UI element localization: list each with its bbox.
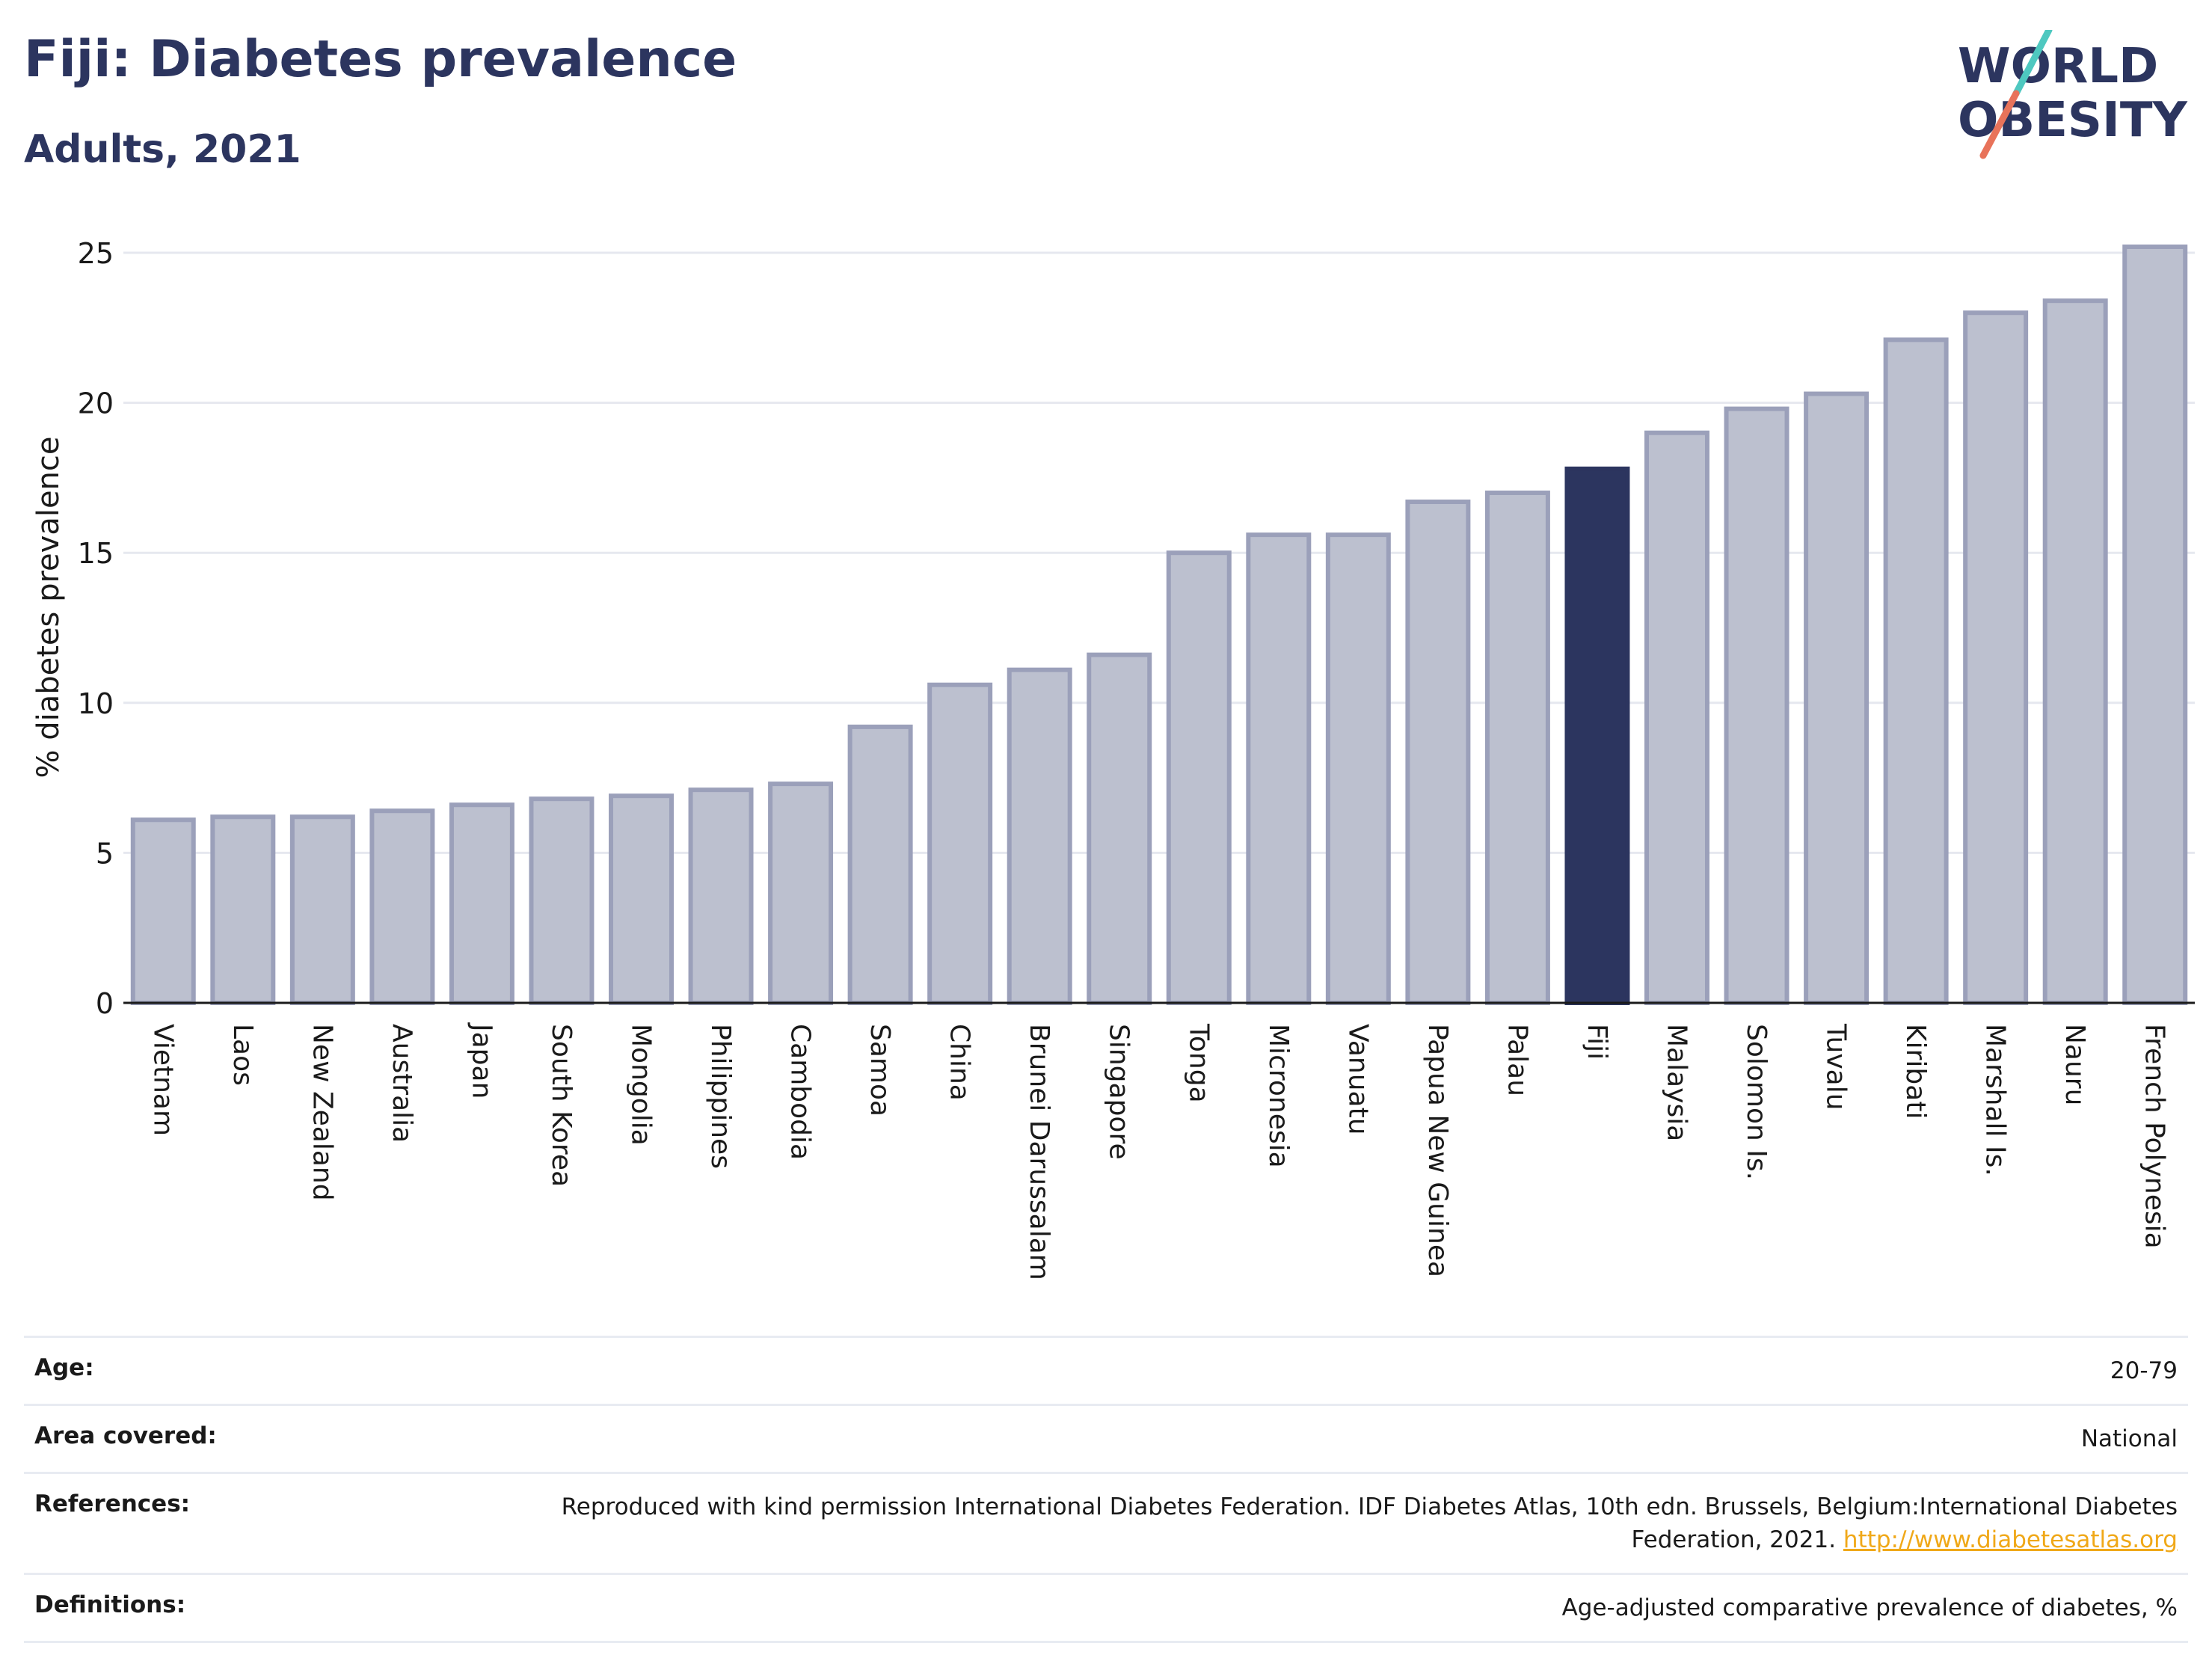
meta-key: Age: (24, 1336, 419, 1405)
bar-south-korea (529, 796, 595, 1005)
chart-title: Fiji: Diabetes prevalence (24, 30, 737, 89)
logo-line-2: OBESITY (1958, 93, 2187, 148)
x-tick-label: French Polynesia (2139, 1024, 2170, 1249)
x-tick-label: Malaysia (1662, 1024, 1692, 1141)
bar-cambodia (768, 782, 834, 1006)
x-tick-label: Mongolia (626, 1024, 657, 1146)
meta-key: References: (24, 1472, 419, 1574)
bar-fiji (1564, 466, 1630, 1005)
bar-palau (1484, 490, 1550, 1005)
meta-value: 20-79 (419, 1336, 2188, 1405)
meta-row-references: References: Reproduced with kind permiss… (24, 1472, 2188, 1574)
bar-vietnam (130, 817, 196, 1005)
x-tick-label: Samoa (864, 1024, 895, 1117)
x-tick-label: Papua New Guinea (1422, 1024, 1453, 1277)
x-tick-label: Marshall Is. (1980, 1024, 2011, 1176)
bar-chart: 0 5 10 15 20 25 Vietnam Laos New Zealand Australi… (31, 237, 2195, 1280)
bar-laos (210, 814, 276, 1005)
y-tick-label: 15 (78, 537, 114, 570)
world-obesity-logo: WORLD OBESITY (1958, 30, 2187, 159)
bar-japan (449, 802, 514, 1005)
meta-key: Area covered: (24, 1404, 419, 1473)
bars (130, 244, 2188, 1006)
x-tick-label: China (944, 1024, 975, 1101)
logo-line-1: WORLD (1958, 39, 2158, 94)
x-tick-label: Fiji (1582, 1024, 1612, 1060)
bar-nauru (2042, 298, 2108, 1005)
y-tick-label: 5 (96, 837, 114, 870)
x-tick-label: Japan (466, 1022, 497, 1099)
x-tick-label: New Zealand (307, 1024, 337, 1201)
bar-marshall-is- (1963, 310, 2029, 1005)
meta-row-definitions: Definitions: Age-adjusted comparative pr… (24, 1573, 2188, 1643)
x-tick-label: Vietnam (147, 1024, 178, 1136)
bar-new-zealand (289, 814, 355, 1005)
bar-singapore (1087, 652, 1152, 1005)
y-axis-label: % diabetes prevalence (31, 436, 66, 778)
meta-value: Age-adjusted comparative prevalence of d… (419, 1573, 2188, 1643)
x-tick-label: Micronesia (1263, 1024, 1294, 1168)
x-tick-label: Cambodia (785, 1024, 816, 1160)
x-tick-label: Kiribati (1900, 1024, 1931, 1119)
x-tick-label: South Korea (546, 1024, 577, 1187)
meta-key: Definitions: (24, 1573, 419, 1643)
y-tick-label: 25 (78, 237, 114, 270)
logo-slash-coral (1979, 90, 2020, 159)
meta-row-area: Area covered: National (24, 1404, 2188, 1473)
x-tick-label: Laos (227, 1024, 258, 1086)
chart-subtitle: Adults, 2021 (24, 127, 301, 172)
bar-solomon-is- (1724, 406, 1789, 1005)
axes: 0 5 10 15 20 25 Vietnam Laos New Zealand Australi… (78, 237, 2195, 1280)
logo-slash-teal (2012, 30, 2053, 97)
y-tick-label: 20 (78, 387, 114, 420)
bar-kiribati (1883, 337, 1949, 1005)
reference-link[interactable]: http://www.diabetesatlas.org (1843, 1526, 2178, 1553)
metadata-table: Age: 20-79 Area covered: National Refere… (24, 1336, 2188, 1643)
y-tick-label: 0 (96, 987, 114, 1020)
x-tick-label: Vanuatu (1342, 1024, 1373, 1135)
bar-micronesia (1246, 532, 1312, 1005)
bar-samoa (847, 724, 913, 1005)
x-tick-label: Philippines (705, 1024, 736, 1169)
bar-brunei-darussalam (1007, 667, 1072, 1006)
reference-text: Reproduced with kind permission Internat… (561, 1493, 2178, 1553)
x-tick-label: Brunei Darussalam (1024, 1024, 1054, 1280)
bar-tuvalu (1804, 391, 1870, 1005)
bar-philippines (688, 787, 754, 1005)
x-tick-label: Australia (387, 1024, 417, 1143)
bar-french-polynesia (2122, 244, 2188, 1005)
x-tick-label: Nauru (2059, 1024, 2090, 1105)
bar-china (927, 682, 993, 1006)
x-tick-label: Solomon Is. (1741, 1024, 1772, 1180)
bar-australia (369, 808, 435, 1006)
bar-vanuatu (1325, 532, 1391, 1005)
bar-papua-new-guinea (1405, 499, 1471, 1005)
y-tick-label: 10 (78, 687, 114, 720)
x-tick-label: Singapore (1104, 1024, 1134, 1160)
x-tick-label: Palau (1502, 1024, 1532, 1096)
meta-value: National (419, 1404, 2188, 1473)
meta-row-age: Age: 20-79 (24, 1336, 2188, 1405)
bar-malaysia (1644, 430, 1709, 1005)
bar-mongolia (609, 793, 674, 1005)
x-tick-label: Tonga (1183, 1023, 1214, 1103)
x-tick-label: Tuvalu (1821, 1023, 1852, 1111)
bar-tonga (1166, 550, 1232, 1005)
meta-value: Reproduced with kind permission Internat… (419, 1472, 2188, 1574)
